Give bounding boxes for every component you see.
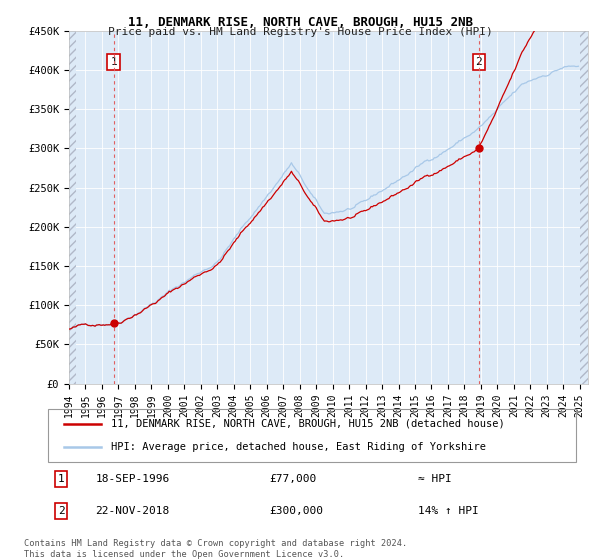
Text: Contains HM Land Registry data © Crown copyright and database right 2024.: Contains HM Land Registry data © Crown c… [24,539,407,548]
Text: 1: 1 [58,474,65,484]
Text: This data is licensed under the Open Government Licence v3.0.: This data is licensed under the Open Gov… [24,550,344,559]
Text: Price paid vs. HM Land Registry's House Price Index (HPI): Price paid vs. HM Land Registry's House … [107,27,493,37]
Text: 2: 2 [475,57,482,67]
Text: £300,000: £300,000 [270,506,324,516]
Bar [580,31,588,384]
Text: 11, DENMARK RISE, NORTH CAVE, BROUGH, HU15 2NB: 11, DENMARK RISE, NORTH CAVE, BROUGH, HU… [128,16,473,29]
Text: HPI: Average price, detached house, East Riding of Yorkshire: HPI: Average price, detached house, East… [112,442,487,452]
Bar [69,31,76,384]
Text: 18-SEP-1996: 18-SEP-1996 [95,474,170,484]
Text: 22-NOV-2018: 22-NOV-2018 [95,506,170,516]
Text: 14% ↑ HPI: 14% ↑ HPI [418,506,478,516]
Text: 11, DENMARK RISE, NORTH CAVE, BROUGH, HU15 2NB (detached house): 11, DENMARK RISE, NORTH CAVE, BROUGH, HU… [112,419,505,429]
Text: 2: 2 [58,506,65,516]
Text: £77,000: £77,000 [270,474,317,484]
Text: ≈ HPI: ≈ HPI [418,474,451,484]
Text: 1: 1 [110,57,117,67]
